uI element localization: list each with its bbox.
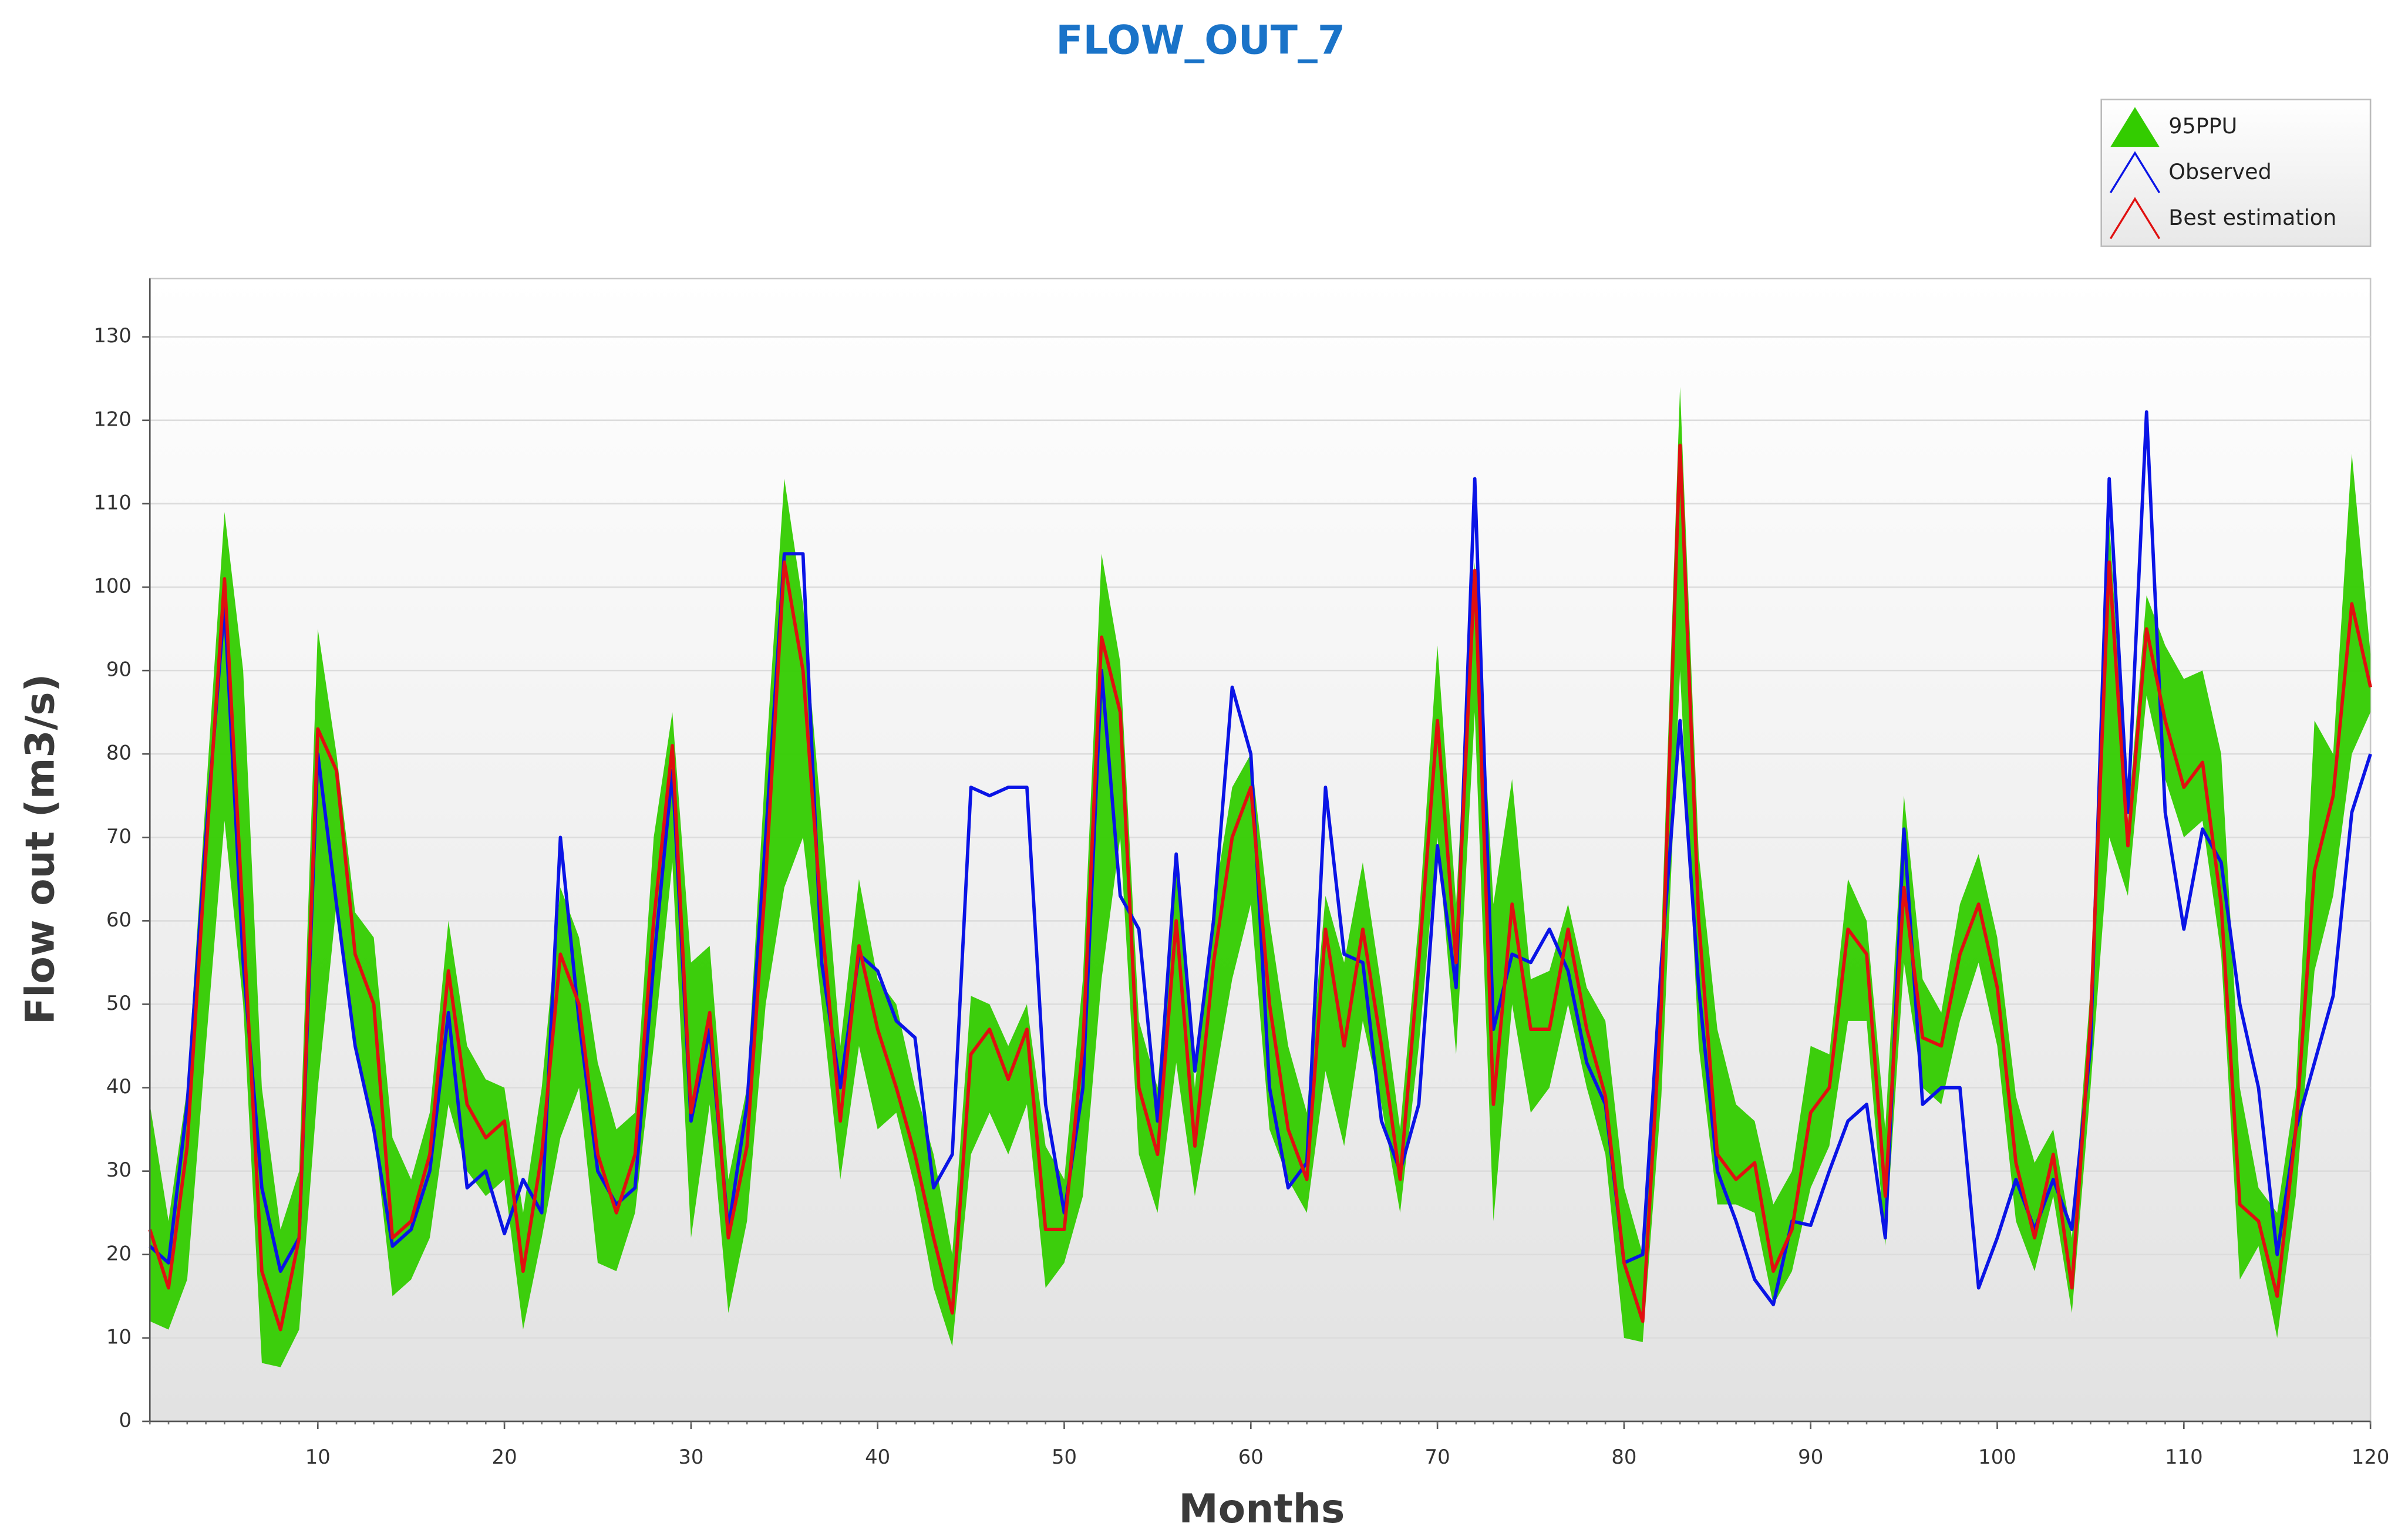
y-tick-label: 60	[106, 908, 132, 931]
x-tick-label: 120	[2352, 1445, 2390, 1468]
series-line	[149, 410, 2372, 1306]
legend-swatch	[2109, 151, 2161, 194]
x-tick-label: 50	[1052, 1445, 1077, 1468]
y-tick-label: 20	[106, 1242, 132, 1265]
legend-label: Observed	[2168, 159, 2271, 184]
x-axis-label: Months	[1178, 1485, 1345, 1532]
y-tick-label: 100	[93, 575, 132, 598]
y-tick-label: 90	[106, 658, 132, 681]
legend-label: Best estimation	[2168, 205, 2336, 230]
y-tick-label: 130	[93, 324, 132, 347]
x-tick-label: 110	[2165, 1445, 2203, 1468]
legend-label: 95PPU	[2168, 113, 2237, 139]
x-tick-label: 60	[1238, 1445, 1264, 1468]
y-tick-label: 120	[93, 407, 132, 430]
x-tick-label: 40	[865, 1445, 890, 1468]
series-line	[148, 443, 2372, 1332]
x-tick-label: 90	[1798, 1445, 1823, 1468]
chart-title: FLOW_OUT_7	[1056, 17, 1345, 63]
y-tick-label: 80	[106, 742, 132, 764]
y-tick-label: 50	[106, 992, 132, 1015]
x-tick-label: 30	[678, 1445, 703, 1468]
y-tick-label: 10	[106, 1325, 132, 1348]
y-tick-label: 70	[106, 825, 132, 848]
marks	[148, 387, 2372, 1367]
y-tick-label: 0	[119, 1408, 132, 1431]
x-tick-label: 10	[305, 1445, 331, 1468]
x-tick-label: 80	[1611, 1445, 1636, 1468]
y-tick-label: 40	[106, 1075, 132, 1098]
legend: 95PPU Observed Best estimation	[2100, 99, 2372, 247]
y-tick-label: 30	[106, 1158, 132, 1181]
x-tick-label: 20	[492, 1445, 517, 1468]
x-tick-label: 70	[1425, 1445, 1450, 1468]
y-axis-label: Flow out (m3/s)	[16, 674, 63, 1025]
legend-swatch	[2110, 107, 2160, 147]
legend-swatch	[2109, 197, 2161, 240]
x-tick-label: 100	[1978, 1445, 2016, 1468]
y-tick-label: 110	[93, 491, 132, 514]
